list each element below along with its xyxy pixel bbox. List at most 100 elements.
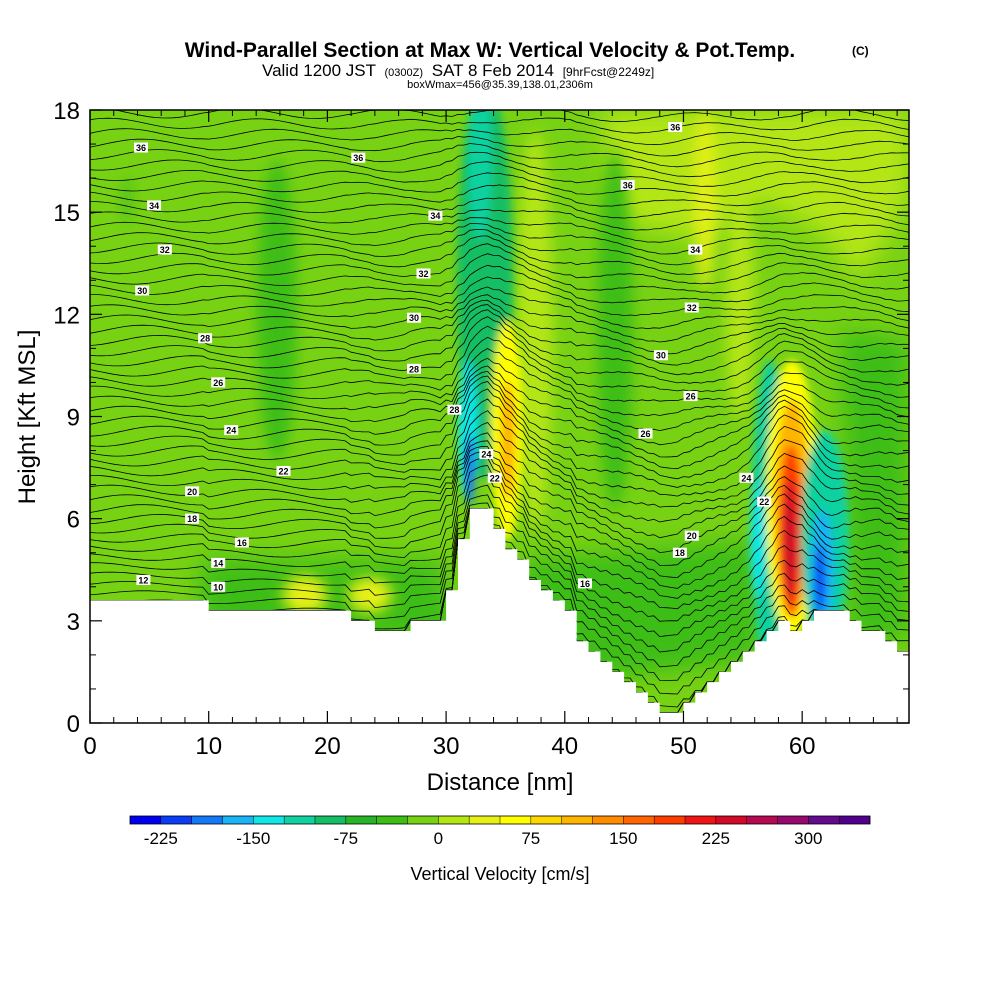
isentrope-line (90, 398, 909, 497)
contour-label: 28 (449, 405, 459, 415)
contour-label: 18 (675, 548, 685, 558)
isentrope-line (90, 184, 909, 207)
isentrope-line (90, 348, 909, 417)
isentrope-line (90, 135, 909, 157)
isentrope-line (90, 484, 909, 622)
contour-label-box (757, 496, 772, 507)
column-updraft-right (726, 180, 754, 420)
contour-label-box (135, 285, 150, 296)
chart-title-mark: (C) (852, 44, 869, 58)
lee-wave-updraft-1 (283, 575, 327, 615)
contour-label-box (407, 312, 421, 323)
colorbar-segment (222, 816, 254, 824)
isentrope-line (90, 502, 909, 653)
contour-label-box (416, 268, 431, 279)
isentrope-line (90, 410, 909, 508)
downdraft-core-east-peak (815, 545, 825, 615)
isentrope-line (90, 197, 909, 219)
isentrope-line (90, 264, 909, 304)
chart-title: Wind-Parallel Section at Max W: Vertical… (185, 39, 796, 62)
colorbar-tick-label: -225 (144, 829, 178, 848)
contour-label-box (684, 530, 699, 541)
isentrope-line (90, 336, 909, 402)
colorbar-segment (407, 816, 439, 824)
isentrope-line (90, 451, 909, 579)
lee-wave-updraft-2 (348, 577, 392, 613)
y-tick-label: 12 (53, 302, 80, 329)
contour-label: 34 (690, 245, 700, 255)
contour-label: 30 (137, 286, 147, 296)
colorbar-segment (500, 816, 532, 824)
contour-label: 16 (237, 538, 247, 548)
contour-label: 28 (200, 334, 210, 344)
colorbar-segment (777, 816, 809, 824)
isentrope-line (90, 357, 909, 432)
contour-label: 26 (640, 429, 650, 439)
isentrope-line (90, 508, 909, 668)
colorbar-tick-label: 150 (609, 829, 637, 848)
isentrope-line (90, 172, 909, 197)
contour-label: 32 (687, 303, 697, 313)
isentrope-line (90, 128, 909, 146)
isentrope-line (90, 309, 909, 376)
contour-label: 14 (213, 558, 223, 568)
colorbar-segment (438, 816, 470, 824)
contour-label-layer: 36 36 36 36 34 34 34 32 32 32 30 30 30 28 28 28 26 26 26 24… (134, 122, 772, 592)
contour-label: 36 (670, 123, 680, 133)
isentrope-line (90, 299, 909, 355)
contour-label-box (672, 547, 687, 558)
isentrope-line (90, 161, 909, 187)
contour-label: 30 (409, 313, 419, 323)
isentrope-line (90, 217, 909, 243)
downdraft-core-ridge-upper (468, 110, 492, 240)
colorbar-segment (808, 816, 840, 824)
x-tick-label: 30 (433, 733, 460, 760)
colorbar-segment (160, 816, 192, 824)
contour-label-box (351, 152, 366, 163)
contour-label: 34 (430, 211, 440, 221)
colorbar-tick-label: 75 (521, 829, 540, 848)
isentrope-line (90, 422, 909, 523)
y-tick-label: 6 (67, 507, 80, 534)
colorbar-segment (623, 816, 655, 824)
contour-label-box (578, 578, 592, 589)
thin-downdraft-left (123, 175, 131, 225)
contour-label: 22 (759, 497, 769, 507)
contour-label: 34 (149, 201, 159, 211)
contour-label-box (688, 244, 703, 255)
x-tick-label: 0 (83, 733, 96, 760)
isentrope-line (90, 445, 909, 566)
isentrope-line (90, 474, 909, 610)
y-tick-label: 0 (67, 711, 80, 738)
contour-label-box (234, 537, 249, 548)
contour-label-box (185, 513, 200, 524)
isentrope-line (90, 325, 909, 393)
contour-label-box (134, 142, 148, 153)
contour-label-box (653, 350, 668, 361)
isentrope-line (90, 208, 909, 231)
colorbar-segment (130, 816, 162, 824)
isentrope-line (90, 388, 909, 488)
colorbar-segment (561, 816, 593, 824)
y-axis-title: Height [Kft MSL] (14, 330, 41, 505)
contour-label-box (620, 179, 635, 190)
contour-label-box (198, 333, 213, 344)
contour-label-box (428, 210, 443, 221)
isentrope-line (90, 365, 909, 446)
contour-label: 36 (623, 180, 633, 190)
isentrope-line (112, 110, 909, 123)
contour-label-box (185, 486, 200, 497)
contour-label-box (668, 122, 683, 132)
contour-label-box (157, 244, 172, 255)
contour-label-box (638, 428, 653, 439)
isentrope-line (90, 304, 909, 366)
colorbar-tick-label: 0 (434, 829, 443, 848)
contour-label-box (211, 377, 226, 388)
x-tick-label: 60 (789, 733, 816, 760)
isentrope-line (90, 235, 909, 276)
colorbar-segment (376, 816, 408, 824)
contour-label-box (407, 363, 421, 374)
contour-label: 18 (187, 514, 197, 524)
